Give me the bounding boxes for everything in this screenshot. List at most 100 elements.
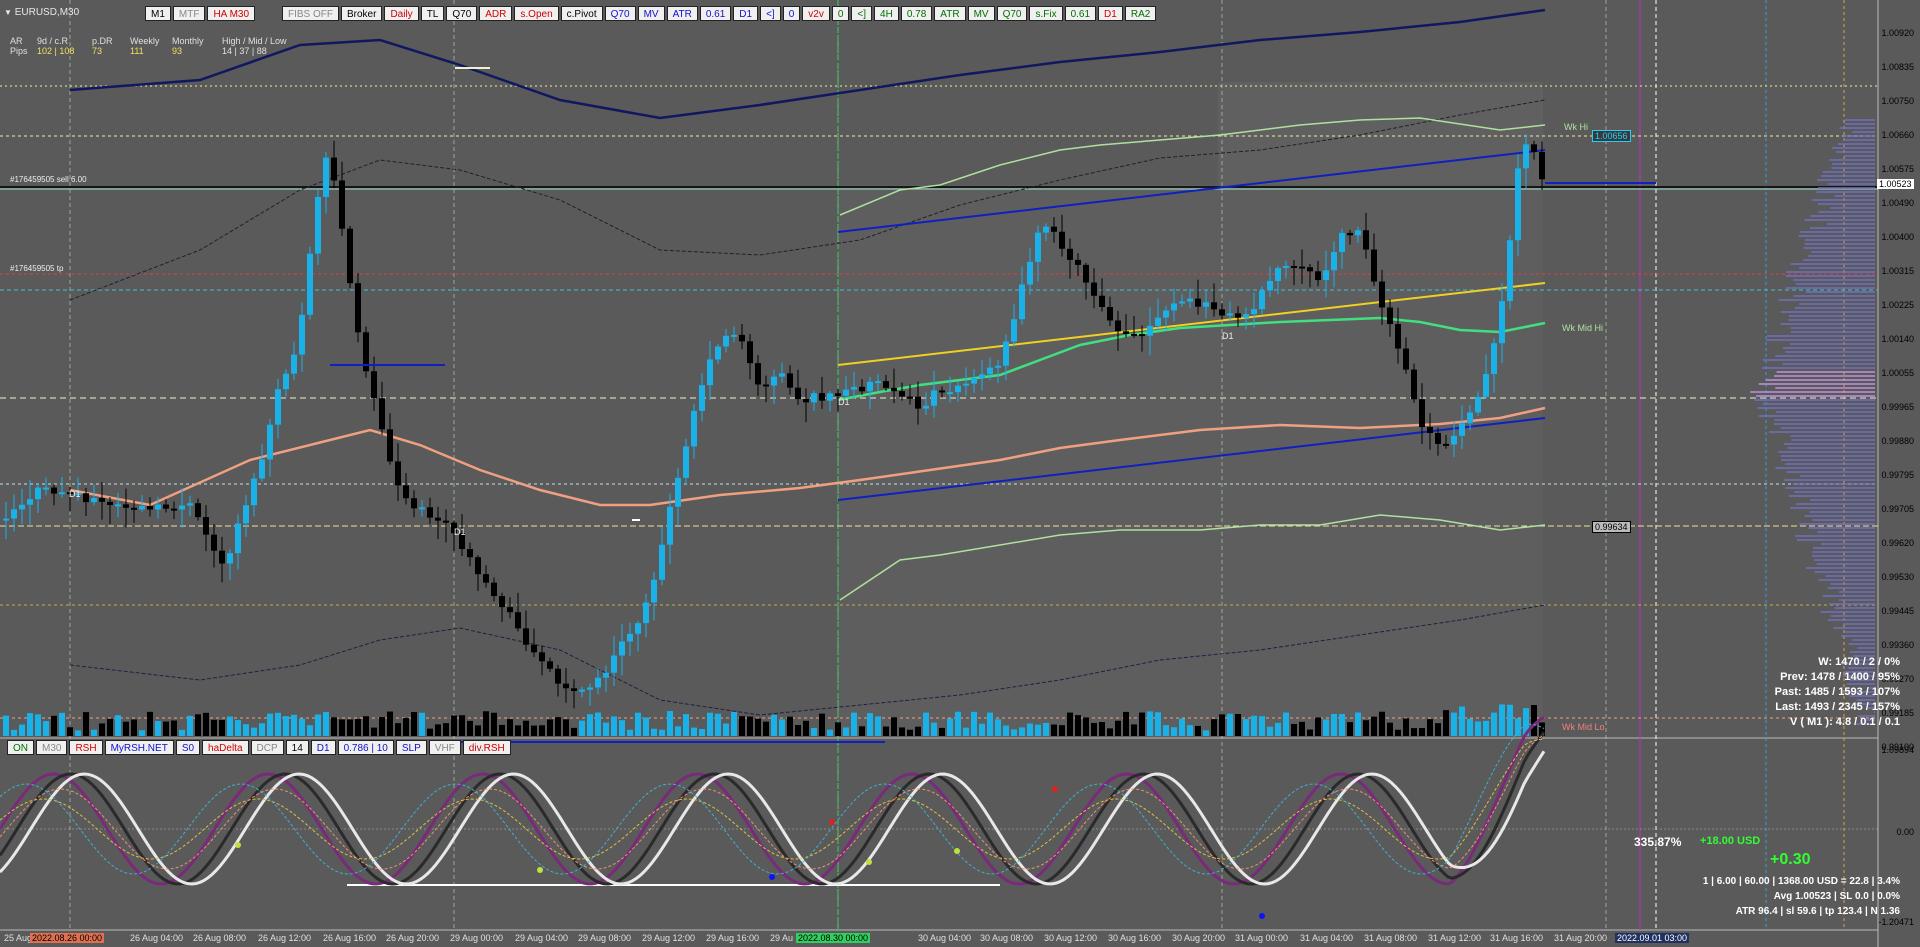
volume-bar <box>491 712 497 736</box>
toggle-button-7[interactable]: c.Pivot <box>560 6 603 21</box>
toggle-button-5[interactable]: ADR <box>479 6 513 21</box>
volume-bar <box>707 712 713 736</box>
volume-bar <box>107 718 113 736</box>
toggle-button-0[interactable]: FIBS OFF <box>282 6 339 21</box>
time-tick: 31 Aug 08:00 <box>1364 933 1418 943</box>
toggle-button-15[interactable]: v2v <box>802 6 830 21</box>
oscillator-button-2[interactable]: RSH <box>69 740 103 755</box>
time-tick: 2022.09.01 03:00 <box>1615 933 1690 943</box>
volume-bar <box>795 724 801 736</box>
oscillator-button-4[interactable]: S0 <box>175 740 201 755</box>
time-tick: 29 Au <box>770 933 794 943</box>
range-zone <box>838 185 1543 737</box>
candle-body <box>595 677 601 688</box>
candle-body <box>1323 270 1329 281</box>
candle-body <box>747 341 753 364</box>
candle-body <box>1347 232 1353 236</box>
volume-bar <box>363 716 369 736</box>
time-tick: 30 Aug 08:00 <box>980 933 1034 943</box>
volume-bar <box>699 728 705 736</box>
candle-body <box>1419 399 1425 428</box>
oscillator-signal-yellow <box>0 738 1545 860</box>
volume-bar <box>187 715 193 736</box>
volume-bar <box>1267 726 1273 736</box>
candle-body <box>1139 334 1145 337</box>
toggle-button-18[interactable]: 4H <box>874 6 899 21</box>
oscillator-button-9[interactable]: 0.786 | 10 <box>337 740 394 755</box>
volume-bar <box>395 723 401 736</box>
toggle-button-3[interactable]: TL <box>420 6 445 21</box>
volume-bar <box>1179 718 1185 736</box>
toggle-button-11[interactable]: 0.61 <box>699 6 732 21</box>
toggle-button-16[interactable]: 0 <box>831 6 850 21</box>
toggle-button-1[interactable]: Broker <box>341 6 383 21</box>
toggle-button-2[interactable]: Daily <box>384 6 419 21</box>
volume-bar <box>163 721 169 736</box>
toggle-button-22[interactable]: Q70 <box>996 6 1028 21</box>
timeframe-button-1[interactable]: MTF <box>172 6 206 21</box>
candle-body <box>771 376 777 386</box>
candle-body <box>251 478 257 506</box>
volume-info-line: Past: 1485 / 1593 / 107% <box>1774 686 1900 698</box>
candle-body <box>523 628 529 645</box>
volume-bar <box>307 725 313 736</box>
oscillator-button-6[interactable]: DCP <box>250 740 284 755</box>
timeframe-button-0[interactable]: M1 <box>145 6 171 21</box>
toggle-button-8[interactable]: Q70 <box>604 6 636 21</box>
volume-bar <box>1115 720 1121 736</box>
toggle-button-14[interactable]: 0 <box>782 6 801 21</box>
candle-body <box>867 381 873 392</box>
volume-bar <box>1203 730 1209 736</box>
toggle-button-10[interactable]: ATR <box>666 6 698 21</box>
volume-bar <box>19 724 25 736</box>
toggle-button-19[interactable]: 0.78 <box>900 6 933 21</box>
toggle-button-6[interactable]: s.Open <box>514 6 559 21</box>
timeframe-button-2[interactable]: HA M30 <box>207 6 256 21</box>
toggle-button-12[interactable]: D1 <box>733 6 759 21</box>
price-tick: 0.99965 <box>1881 402 1914 412</box>
oscillator-button-0[interactable]: ON <box>7 740 34 755</box>
oscillator-button-11[interactable]: VHF <box>428 740 461 755</box>
toggle-button-4[interactable]: Q70 <box>446 6 478 21</box>
toggle-button-26[interactable]: RA2 <box>1124 6 1157 21</box>
volume-bar <box>1043 722 1049 736</box>
candle-body <box>1187 298 1193 302</box>
volume-bar <box>1059 725 1065 736</box>
volume-bar <box>771 714 777 736</box>
toggle-button-24[interactable]: 0.61 <box>1064 6 1097 21</box>
toggle-button-20[interactable]: ATR <box>934 6 966 21</box>
candle-body <box>1275 267 1281 281</box>
toggle-button-17[interactable]: <] <box>851 6 873 21</box>
oscillator-button-10[interactable]: SLP <box>395 740 427 755</box>
toggle-button-13[interactable]: <] <box>760 6 781 21</box>
candle-body <box>883 381 889 388</box>
volume-bar <box>283 716 289 736</box>
oscillator-button-7[interactable]: 14 <box>285 740 309 755</box>
candle-body <box>611 655 617 673</box>
toggle-button-21[interactable]: MV <box>967 6 995 21</box>
toggle-button-23[interactable]: s.Fix <box>1029 6 1063 21</box>
timeframe-toolbar: M1 MTF HA M30 <box>145 6 256 21</box>
volume-bar <box>547 719 553 736</box>
volume-bar <box>627 729 633 736</box>
oscillator-button-5[interactable]: haDelta <box>202 740 249 755</box>
candle-body <box>163 504 169 509</box>
oscillator-button-8[interactable]: D1 <box>310 740 336 755</box>
candle-body <box>715 346 721 360</box>
candle-body <box>1291 265 1297 268</box>
chart-menu-icon[interactable]: ▼ <box>4 8 12 17</box>
oscillator-marker <box>1052 786 1058 792</box>
volume-bar <box>1235 713 1241 736</box>
price-tick: 0.99705 <box>1881 504 1914 514</box>
volume-bar <box>435 724 441 736</box>
oscillator-button-1[interactable]: M30 <box>36 740 68 755</box>
volume-bar <box>819 713 825 736</box>
oscillator-button-3[interactable]: MyRSH.NET <box>104 740 174 755</box>
candle-body <box>603 672 609 678</box>
candle-body <box>1059 231 1065 249</box>
toggle-button-25[interactable]: D1 <box>1098 6 1123 21</box>
oscillator-button-12[interactable]: div.RSH <box>462 740 511 755</box>
toggle-button-9[interactable]: MV <box>637 6 665 21</box>
